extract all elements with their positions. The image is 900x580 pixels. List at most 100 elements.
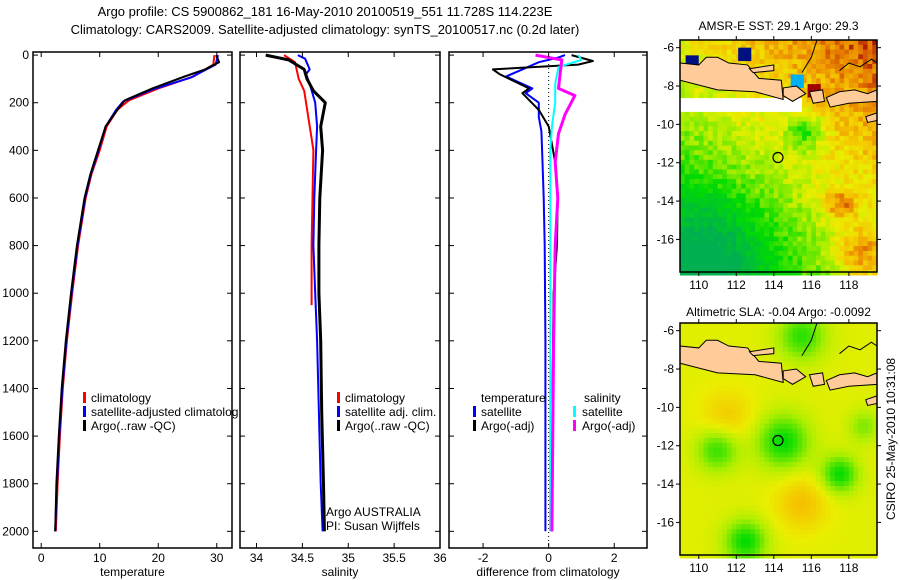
map-grid-cell [745, 533, 751, 540]
map-grid-cell [703, 476, 709, 482]
map-grid-cell [698, 198, 705, 204]
lon-tick-label: 110 [689, 561, 708, 575]
map-grid-cell [689, 169, 695, 175]
map-grid-cell [811, 433, 817, 439]
map-grid-cell [722, 486, 728, 492]
map-grid-cell [834, 40, 841, 46]
map-grid-cell [848, 394, 855, 401]
map-grid-cell [712, 529, 719, 535]
map-grid-cell [694, 414, 700, 420]
map-grid-cell [783, 155, 789, 161]
map-grid-cell [773, 414, 780, 420]
map-grid-cell [769, 49, 775, 55]
map-grid-cell [759, 145, 765, 151]
map-grid-cell [684, 505, 690, 511]
map-grid-cell [769, 394, 775, 401]
map-grid-cell [862, 54, 869, 60]
map-grid-cell [731, 418, 737, 425]
map-grid-cell [769, 418, 775, 425]
map-grid-cell [834, 236, 841, 242]
map-grid-cell [853, 366, 859, 372]
map-grid-cell [783, 236, 789, 242]
map-grid-cell [858, 438, 864, 444]
map-grid-cell [844, 188, 850, 194]
map-grid-cell [741, 332, 747, 338]
map-grid-cell [712, 490, 719, 497]
map-grid-cell [872, 337, 878, 343]
map-grid-cell [792, 505, 798, 511]
map-grid-cell [684, 486, 690, 492]
map-grid-cell [787, 131, 794, 137]
map-grid-cell [806, 394, 812, 401]
map-grid-cell [867, 126, 873, 132]
map-grid-cell [759, 193, 765, 199]
map-grid-cell [783, 270, 789, 276]
map-grid-cell [862, 73, 869, 79]
map-grid-cell [806, 97, 812, 103]
map-grid-cell [741, 164, 747, 170]
map-grid-cell [698, 390, 705, 396]
map-grid-cell [853, 409, 859, 415]
map-grid-cell [811, 548, 817, 554]
map-grid-cell [684, 260, 690, 266]
legend-swatch [337, 406, 340, 417]
map-grid-cell [731, 207, 737, 214]
map-grid-cell [820, 442, 826, 449]
map-grid-cell [722, 92, 728, 99]
map-grid-cell [811, 270, 817, 276]
map-grid-cell [717, 164, 723, 170]
map-grid-cell [816, 155, 822, 161]
map-grid-cell [712, 92, 719, 99]
map-grid-cell [684, 250, 690, 257]
map-grid-cell [825, 188, 831, 194]
map-grid-cell [708, 231, 714, 238]
map-grid-cell [858, 217, 864, 223]
map-grid-cell [806, 226, 812, 233]
map-grid-cell [755, 447, 761, 453]
map-grid-cell [712, 159, 719, 166]
map-grid-cell [825, 409, 831, 415]
map-grid-cell [797, 159, 803, 166]
map-grid-cell [783, 495, 789, 501]
map-grid-cell [722, 135, 728, 142]
map-grid-cell [712, 471, 719, 477]
map-grid-cell [839, 404, 845, 410]
map-grid-cell [834, 481, 841, 487]
map-grid-cell [806, 385, 812, 391]
map-grid-cell [745, 466, 751, 473]
map-grid-cell [806, 519, 812, 525]
map-grid-cell [830, 366, 836, 372]
map-grid-cell [792, 250, 798, 257]
map-grid-cell [787, 116, 794, 123]
map-grid-cell [783, 255, 789, 262]
map-grid-cell [759, 92, 765, 99]
map-grid-cell [816, 78, 822, 84]
map-grid-cell [797, 174, 803, 180]
map-grid-cell [787, 236, 794, 242]
map-grid-cell [759, 217, 765, 223]
map-grid-cell [769, 471, 775, 477]
map-grid-cell [862, 327, 869, 334]
map-grid-cell [797, 524, 803, 530]
map-grid-cell [811, 327, 817, 334]
map-grid-cell [792, 347, 798, 353]
map-grid-cell [830, 347, 836, 353]
map-grid-cell [773, 255, 780, 262]
map-grid-cell [759, 126, 765, 132]
map-grid-cell [792, 524, 798, 530]
land-polygon [782, 85, 807, 102]
map-grid-cell [783, 174, 789, 180]
map-grid-cell [736, 462, 742, 468]
map-grid-cell [825, 332, 831, 338]
map-grid-cell [703, 519, 709, 525]
map-grid-cell [717, 538, 723, 545]
map-grid-cell [703, 169, 709, 175]
map-grid-cell [853, 126, 859, 132]
map-grid-cell [755, 505, 761, 511]
map-grid-cell [755, 140, 761, 147]
map-grid-cell [708, 111, 714, 118]
map-grid-cell [698, 433, 705, 439]
map-grid-cell [820, 327, 826, 334]
map-grid-cell [712, 385, 719, 391]
map-grid-cell [787, 207, 794, 214]
